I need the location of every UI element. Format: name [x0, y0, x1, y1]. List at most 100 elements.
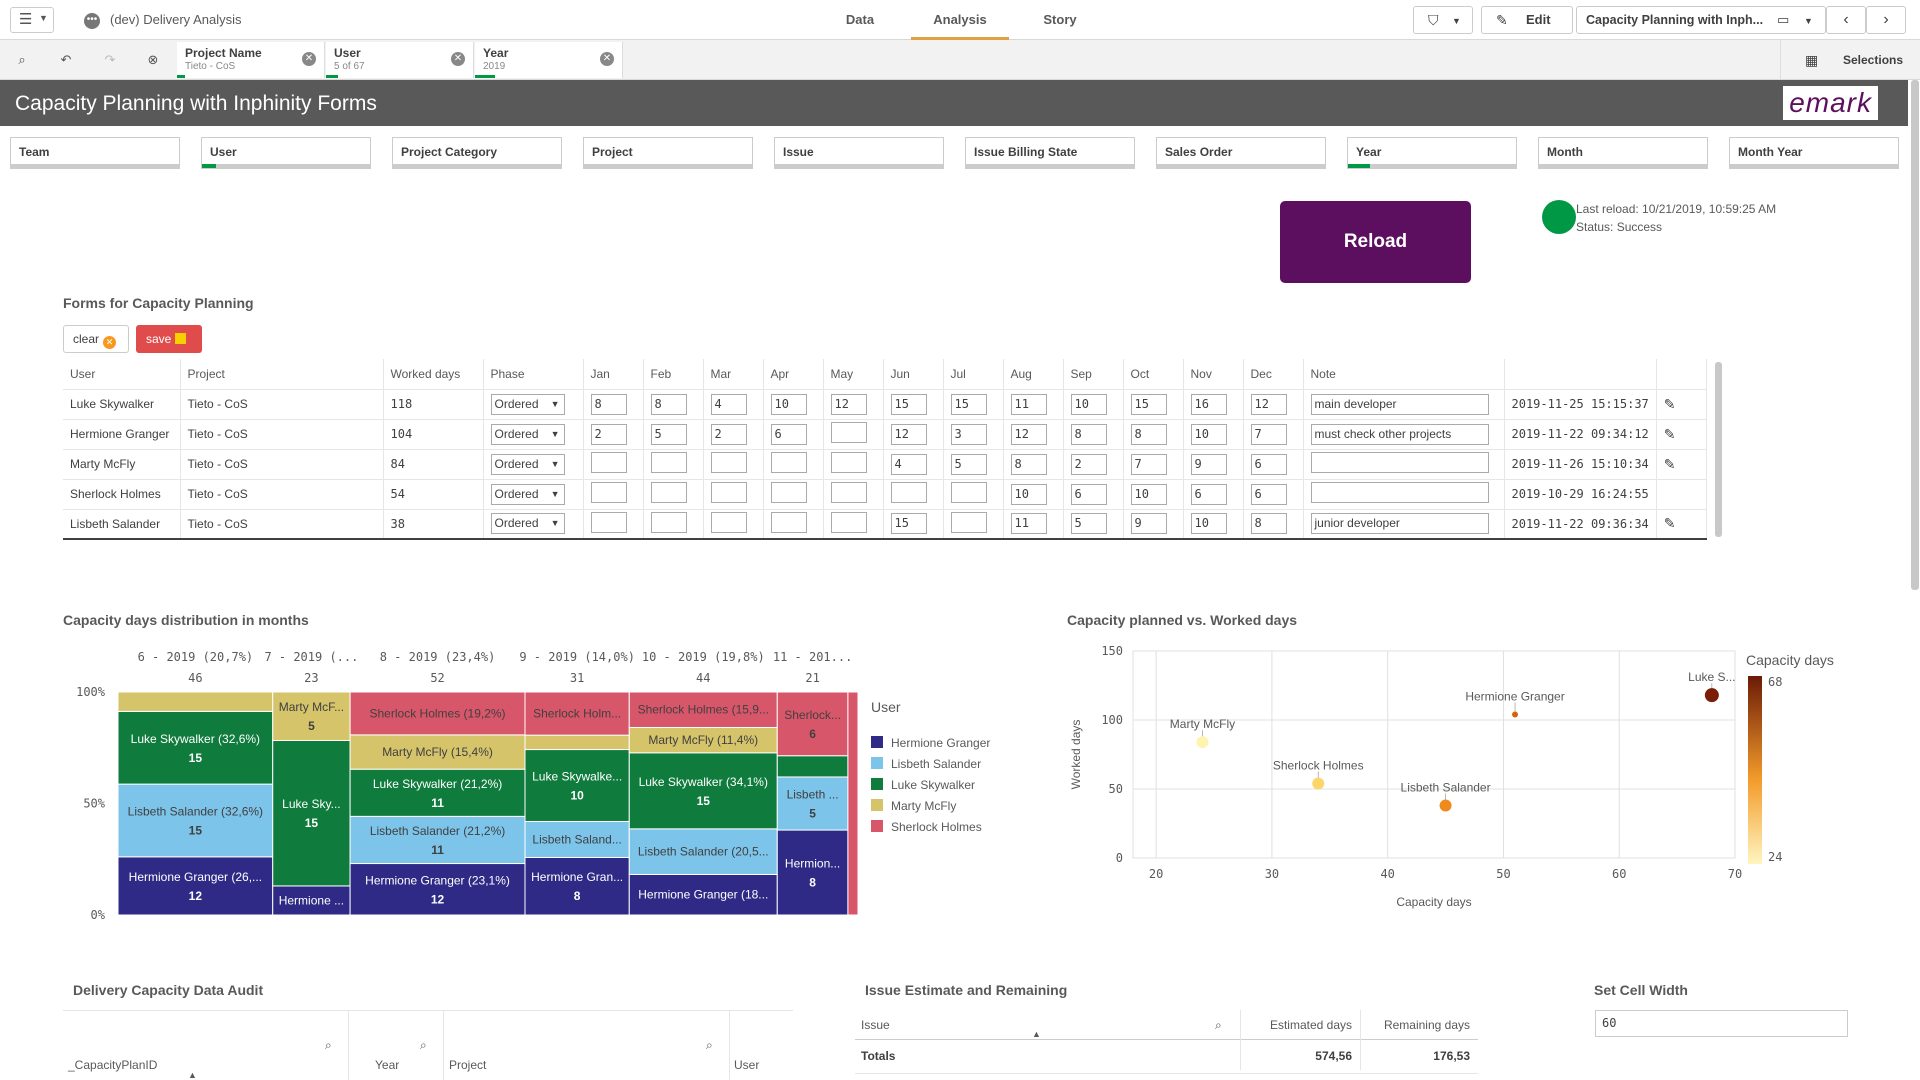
month-input[interactable]: 10 [770, 393, 807, 415]
month-input[interactable]: 6 [1190, 483, 1227, 505]
scatter-point[interactable] [1704, 688, 1719, 703]
month-input[interactable] [650, 511, 687, 533]
month-input[interactable]: 7 [1130, 453, 1167, 475]
column-header[interactable]: Dec [1243, 359, 1304, 390]
selection-chip-project-name[interactable]: Project Name Tieto - CoS ✕ [177, 42, 325, 78]
column-header[interactable]: User [63, 359, 181, 390]
mekko-column[interactable]: 10 - 2019 (19,8%) 44 Hermione Granger (18.… [628, 650, 778, 916]
month-input[interactable]: 10 [1010, 483, 1047, 505]
month-input[interactable]: 2 [710, 423, 747, 445]
mekko-segment[interactable] [776, 755, 849, 778]
mekko-segment[interactable] [776, 829, 849, 916]
month-input[interactable]: 10 [1190, 513, 1227, 535]
main-menu-button[interactable]: ☰ ▼ [10, 7, 54, 33]
month-input[interactable]: 12 [890, 423, 927, 445]
audit-col-id[interactable]: _CapacityPlanID [68, 1058, 158, 1072]
month-input[interactable]: 5 [650, 423, 687, 445]
column-header[interactable]: Jul [943, 359, 1004, 390]
edit-button[interactable]: ✎ Edit [1481, 6, 1573, 34]
month-input[interactable]: 10 [1130, 483, 1167, 505]
note-input[interactable] [1310, 452, 1489, 473]
month-input[interactable]: 5 [950, 453, 987, 475]
filter-issue[interactable]: Issue [774, 137, 944, 169]
mekko-segment[interactable] [524, 734, 630, 751]
selection-chip-year[interactable]: Year 2019 ✕ [475, 42, 623, 78]
step-back-icon[interactable]: ↶ [60, 52, 72, 67]
month-input[interactable]: 5 [1070, 513, 1107, 535]
filter-project-category[interactable]: Project Category [392, 137, 562, 169]
column-header[interactable]: Phase [483, 359, 584, 390]
filter-project[interactable]: Project [583, 137, 753, 169]
note-input[interactable]: junior developer [1310, 513, 1489, 535]
mekko-segment[interactable] [776, 776, 849, 831]
column-header[interactable]: Note [1303, 359, 1505, 390]
scatter-point[interactable] [1196, 736, 1209, 749]
close-icon[interactable]: ✕ [600, 52, 614, 66]
scatter-point[interactable] [1439, 799, 1452, 812]
note-input[interactable]: main developer [1310, 393, 1489, 415]
filter-month-year[interactable]: Month Year [1729, 137, 1899, 169]
month-input[interactable]: 10 [1070, 393, 1107, 415]
clear-all-icon[interactable]: ⊗ [147, 52, 159, 67]
mekko-segment[interactable] [349, 863, 526, 916]
save-button[interactable]: save [136, 325, 202, 353]
column-header[interactable]: May [823, 359, 884, 390]
month-input[interactable]: 8 [590, 393, 627, 415]
phase-select[interactable]: Ordered [490, 393, 565, 415]
month-input[interactable] [830, 452, 867, 473]
column-header[interactable]: Nov [1183, 359, 1244, 390]
mekko-segment[interactable] [117, 856, 274, 916]
search-icon[interactable]: ⌕ [325, 1038, 332, 1052]
column-header[interactable]: Apr [763, 359, 824, 390]
note-input[interactable]: must check other projects [1310, 423, 1489, 445]
month-input[interactable]: 8 [1130, 423, 1167, 445]
month-input[interactable]: 15 [950, 393, 987, 415]
mekko-segment[interactable] [117, 783, 274, 858]
mekko-column[interactable]: 6 - 2019 (20,7%) 46 Hermione Granger (26,.… [117, 650, 274, 916]
mekko-column[interactable] [847, 691, 859, 916]
month-input[interactable]: 9 [1130, 513, 1167, 535]
month-input[interactable]: 6 [1070, 483, 1107, 505]
month-input[interactable]: 12 [1250, 393, 1287, 415]
next-sheet-button[interactable]: › [1866, 6, 1906, 34]
mekko-segment[interactable] [628, 828, 778, 875]
month-input[interactable] [830, 482, 867, 503]
filter-sales-order[interactable]: Sales Order [1156, 137, 1326, 169]
column-header[interactable]: Project [180, 359, 384, 390]
legend-item[interactable]: Hermione Granger [891, 736, 990, 750]
column-header[interactable]: Jun [883, 359, 944, 390]
issue-col-remaining[interactable]: Remaining days [1383, 1018, 1470, 1032]
month-input[interactable] [830, 511, 867, 533]
mekko-segment[interactable] [272, 691, 351, 741]
month-input[interactable]: 15 [1130, 393, 1167, 415]
edit-pencil-icon[interactable]: ✎ [1663, 455, 1676, 472]
month-input[interactable]: 6 [1250, 453, 1287, 475]
month-input[interactable] [710, 452, 747, 473]
phase-select[interactable]: Ordered [490, 453, 565, 475]
mekko-column[interactable]: 9 - 2019 (14,0%) 31 Hermione Gran... 8 Lisbe… [519, 650, 635, 916]
cell-width-input[interactable]: 60 [1595, 1010, 1848, 1037]
column-header[interactable]: Worked days [383, 359, 484, 390]
bookmarks-button[interactable]: ⛉ ▼ [1413, 6, 1473, 34]
mekko-segment[interactable] [628, 873, 778, 916]
scatter-point[interactable] [1512, 711, 1519, 718]
tab-analysis[interactable]: Analysis [911, 0, 1009, 40]
month-input[interactable]: 15 [890, 513, 927, 535]
month-input[interactable]: 4 [890, 453, 927, 475]
filter-team[interactable]: Team [10, 137, 180, 169]
selection-chip-user[interactable]: User 5 of 67 ✕ [326, 42, 474, 78]
month-input[interactable] [710, 511, 747, 533]
column-header[interactable]: Aug [1003, 359, 1064, 390]
column-header[interactable] [1504, 359, 1657, 390]
month-input[interactable]: 8 [1070, 423, 1107, 445]
filter-issue-billing-state[interactable]: Issue Billing State [965, 137, 1135, 169]
mekko-segment[interactable] [847, 691, 859, 916]
mekko-segment[interactable] [776, 691, 849, 757]
month-input[interactable]: 15 [890, 393, 927, 415]
month-input[interactable]: 9 [1190, 453, 1227, 475]
mekko-segment[interactable] [272, 739, 351, 887]
edit-pencil-icon[interactable]: ✎ [1663, 395, 1676, 412]
column-header[interactable]: Oct [1123, 359, 1184, 390]
month-input[interactable] [770, 452, 807, 473]
month-input[interactable]: 6 [1250, 483, 1287, 505]
